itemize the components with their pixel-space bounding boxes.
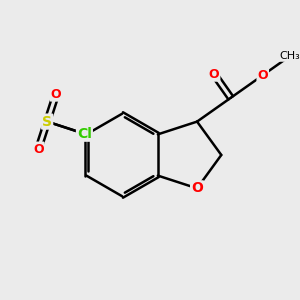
Text: S: S xyxy=(42,115,52,129)
Text: O: O xyxy=(209,68,219,81)
Text: O: O xyxy=(257,69,268,82)
Text: O: O xyxy=(51,88,62,100)
Text: Cl: Cl xyxy=(77,127,92,141)
Text: O: O xyxy=(33,142,44,156)
Text: CH₃: CH₃ xyxy=(279,51,300,61)
Text: O: O xyxy=(191,181,203,195)
